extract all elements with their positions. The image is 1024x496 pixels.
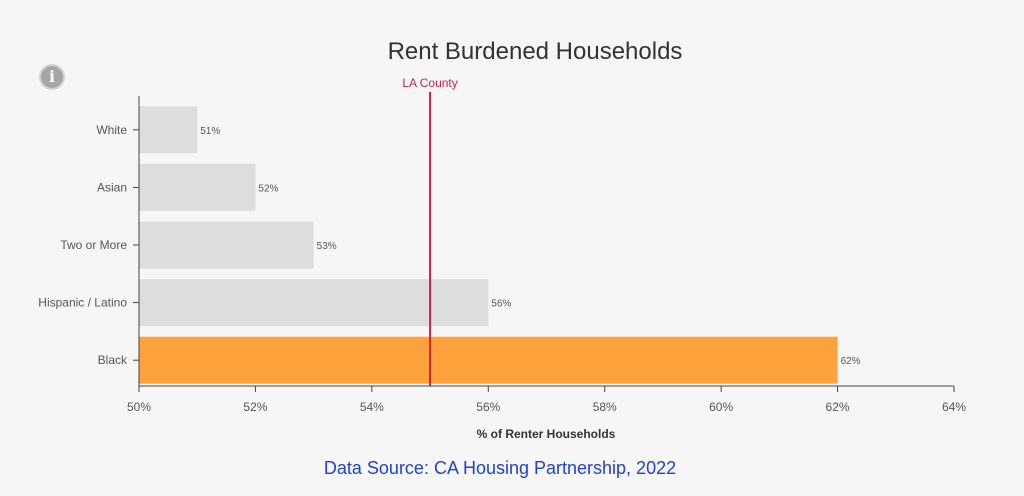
x-tick-label: 60% <box>709 400 733 414</box>
chart-title: Rent Burdened Households <box>387 38 683 65</box>
value-label-white: 51% <box>200 126 220 137</box>
bars-group <box>139 106 838 384</box>
value-label-two-or-more: 53% <box>317 241 337 252</box>
x-tick-label: 52% <box>243 400 267 414</box>
x-axis-title: % of Renter Households <box>477 427 616 441</box>
x-tick-label: 56% <box>476 400 500 414</box>
category-label-black: Black <box>98 353 128 367</box>
bar-white[interactable] <box>139 106 198 154</box>
bar-black[interactable] <box>139 336 838 384</box>
category-label-white: White <box>96 123 127 137</box>
x-tick-label: 62% <box>826 400 850 414</box>
axes-group <box>133 92 955 392</box>
value-label-hispanic-latino: 56% <box>491 299 511 310</box>
x-tick-label: 50% <box>127 400 151 414</box>
data-source: Data Source: CA Housing Partnership, 202… <box>323 458 677 478</box>
x-tick-label: 58% <box>593 400 617 414</box>
bar-hispanic-latino[interactable] <box>139 279 489 327</box>
category-label-asian: Asian <box>97 180 127 194</box>
bar-two-or-more[interactable] <box>139 221 314 269</box>
bar-chart: White 51% Asian 52% Two or More 53% Hispanic /… <box>38 76 966 441</box>
value-label-black: 62% <box>841 356 861 367</box>
value-label-asian: 52% <box>258 183 278 194</box>
x-tick-label: 64% <box>942 400 966 414</box>
info-icon[interactable]: i <box>39 64 65 90</box>
bar-asian[interactable] <box>139 163 256 211</box>
reference-line-label: LA County <box>402 76 457 90</box>
category-label-hispanic-latino: Hispanic / Latino <box>38 296 127 310</box>
labels-group: White 51% Asian 52% Two or More 53% Hispanic /… <box>38 76 966 441</box>
x-tick-label: 54% <box>360 400 384 414</box>
category-label-two-or-more: Two or More <box>60 238 127 252</box>
